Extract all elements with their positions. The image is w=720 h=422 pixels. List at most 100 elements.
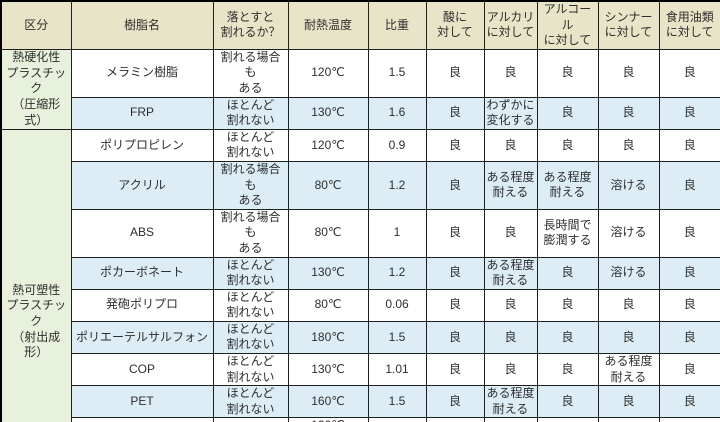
- alcohol-cell: 良: [536, 96, 599, 130]
- breakability-cell: ほとんど 割れない: [212, 385, 289, 419]
- col-header-category: 区分: [0, 0, 72, 50]
- acid-cell: 良: [425, 128, 485, 162]
- edible-oil-cell: 良: [658, 417, 720, 422]
- heat-temp-cell: 130℃: [287, 353, 369, 387]
- resin-name-cell: FRP: [70, 96, 214, 130]
- alcohol-cell: ある程度 耐える: [536, 160, 599, 210]
- heat-temp-cell-upper: 120℃ （0.45MPa）: [287, 417, 369, 422]
- breakability-cell: ほとんど 割れない: [212, 256, 289, 290]
- specific-gravity-cell: 1.6: [367, 96, 427, 130]
- col-header-alcohol: アルコール に対して: [536, 0, 599, 50]
- category-cell-thermosetting: 熱硬化性 プラスチック （圧縮形式）: [0, 48, 72, 130]
- alkali-cell: 良: [483, 353, 538, 387]
- thinner-cell: 良: [597, 385, 660, 419]
- heat-temp-cell: 160℃: [287, 385, 369, 419]
- table-row: 熱可塑性 プラスチック （射出成形） ポリプロピレン ほとんど 割れない 120…: [0, 128, 720, 422]
- thinner-cell: 良: [597, 320, 660, 355]
- heat-temp-cell: 80℃: [287, 288, 369, 322]
- thinner-cell: 長時間で 膨潤する: [597, 417, 660, 422]
- acid-cell: 良: [425, 160, 485, 210]
- thinner-cell: 溶ける: [597, 208, 660, 258]
- breakability-cell: 割れる場合も ある: [212, 417, 289, 422]
- alkali-cell: 良: [483, 288, 538, 322]
- col-header-resin-name: 樹脂名: [70, 0, 214, 50]
- alkali-cell: 良: [483, 320, 538, 355]
- breakability-cell: ほとんど 割れない: [212, 320, 289, 355]
- specific-gravity-cell: 1.2: [367, 256, 427, 290]
- alcohol-cell: 良: [536, 256, 599, 290]
- col-header-thinner: シンナー に対して: [597, 0, 660, 50]
- edible-oil-cell: 良: [658, 96, 720, 130]
- edible-oil-cell: 良: [658, 353, 720, 387]
- thinner-cell: 溶ける: [597, 160, 660, 210]
- resin-name-cell: アクリル: [70, 160, 214, 210]
- alkali-cell: ある程度 耐える: [483, 417, 538, 422]
- specific-gravity-cell: 1.5: [367, 48, 427, 98]
- alkali-cell: 良: [483, 128, 538, 162]
- acid-cell: 良: [425, 48, 485, 98]
- resin-name-cell: ポカーボネート: [70, 256, 214, 290]
- alcohol-cell: 良: [536, 385, 599, 419]
- specific-gravity-cell: 1.01: [367, 353, 427, 387]
- edible-oil-cell: 良: [658, 48, 720, 98]
- heat-temp-cell: 130℃: [287, 96, 369, 130]
- thinner-cell: 良: [597, 48, 660, 98]
- heat-temp-cell: 120℃: [287, 128, 369, 162]
- breakability-cell: 割れる場合も ある: [212, 160, 289, 210]
- header-row: 区分 樹脂名 落とすと 割れるか？ 耐熱温度 比重 酸に 対して アルカリ に対…: [0, 0, 720, 50]
- alkali-cell: ある程度 耐える: [483, 160, 538, 210]
- acid-cell: 良: [425, 208, 485, 258]
- heat-temp-cell: 80℃: [287, 160, 369, 210]
- thinner-cell: ある程度 耐える: [597, 353, 660, 387]
- table-row: アクリル 割れる場合も ある 80℃ 1.2 良 ある程度 耐える ある程度 耐…: [1, 160, 720, 210]
- resin-name-cell: 発砲ポリプロ: [70, 288, 214, 322]
- specific-gravity-cell: 1.2: [367, 160, 427, 210]
- resin-name-cell: ABS: [70, 208, 214, 258]
- alkali-cell: 良: [483, 208, 538, 258]
- edible-oil-cell: 良: [658, 320, 720, 355]
- breakability-cell: 割れる場合も ある: [212, 48, 289, 98]
- specific-gravity-cell: 1.5: [367, 385, 427, 419]
- alcohol-cell: 良: [536, 128, 599, 162]
- alcohol-cell: 良: [536, 417, 599, 422]
- heat-temp-cell: 180℃: [287, 320, 369, 355]
- breakability-cell: ほとんど 割れない: [212, 288, 289, 322]
- resin-name-cell: ポリ乳酸: [70, 417, 214, 422]
- alcohol-cell: 良: [536, 320, 599, 355]
- breakability-cell: ほとんど 割れない: [212, 353, 289, 387]
- edible-oil-cell: 良: [658, 160, 720, 210]
- alkali-cell: 良: [483, 48, 538, 98]
- resin-name-cell: ポリエーテルサルフォン: [70, 320, 214, 355]
- heat-temp-cell: 120℃: [287, 48, 369, 98]
- edible-oil-cell: 良: [658, 385, 720, 419]
- edible-oil-cell: 良: [658, 288, 720, 322]
- col-header-breakability: 落とすと 割れるか？: [212, 0, 289, 50]
- acid-cell: 良: [425, 288, 485, 322]
- specific-gravity-cell: 0.06: [367, 288, 427, 322]
- resin-name-cell: PET: [70, 385, 214, 419]
- acid-cell: 良: [425, 417, 485, 422]
- col-header-specific-gravity: 比重: [367, 0, 427, 50]
- breakability-cell: 割れる場合も ある: [212, 208, 289, 258]
- thinner-cell: 溶ける: [597, 256, 660, 290]
- alcohol-cell: 良: [536, 48, 599, 98]
- thinner-cell: 良: [597, 96, 660, 130]
- table-row: FRP ほとんど 割れない 130℃ 1.6 良 わずかに 変化する 良 良 良: [1, 96, 720, 130]
- edible-oil-cell: 良: [658, 256, 720, 290]
- table-row: 発砲ポリプロ ほとんど 割れない 80℃ 0.06 良 良 良 良 良: [1, 288, 720, 322]
- specific-gravity-cell: 0.9: [367, 128, 427, 162]
- col-header-edible-oil: 食用油類 に対して: [658, 0, 720, 50]
- table-row: 熱硬化性 プラスチック （圧縮形式） メラミン樹脂 割れる場合も ある 120℃…: [0, 48, 720, 130]
- alkali-cell: ある程度 耐える: [483, 256, 538, 290]
- alcohol-cell: 長時間で 膨潤する: [536, 208, 599, 258]
- heat-temp-cell: 130℃: [287, 256, 369, 290]
- breakability-cell: ほとんど 割れない: [212, 128, 289, 162]
- heat-temp-cell: 80℃: [287, 208, 369, 258]
- edible-oil-cell: 良: [658, 208, 720, 258]
- col-header-heat-temp: 耐熱温度: [287, 0, 369, 50]
- alkali-cell: ある程度 耐える: [483, 385, 538, 419]
- specific-gravity-cell: 1.42: [367, 417, 427, 422]
- alcohol-cell: 良: [536, 288, 599, 322]
